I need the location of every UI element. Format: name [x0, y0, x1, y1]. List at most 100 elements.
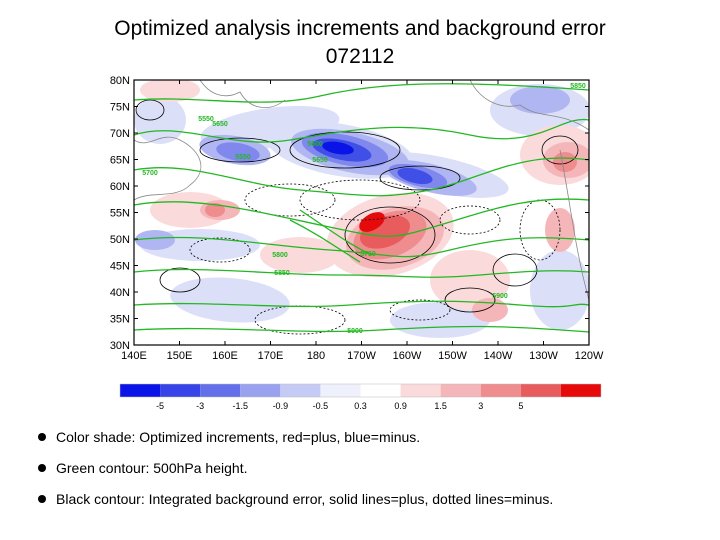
- height-contour-label: 5900: [492, 293, 508, 300]
- height-contour-label: 5900: [347, 328, 363, 335]
- coastline: [199, 80, 286, 108]
- increment-shading: [134, 80, 589, 338]
- error-contour-dotted: [299, 179, 421, 221]
- increment-blob: [322, 141, 354, 155]
- increment-blob: [390, 302, 490, 338]
- height-contour-line: [134, 198, 589, 237]
- colorbar-label: -1.5: [232, 401, 248, 411]
- longitude-labels: 140E 150E 160E 170E 180 170W 160W 150W 140W 130W 1…: [121, 350, 604, 362]
- error-contour-solid: [379, 165, 461, 191]
- coastline: [134, 136, 202, 201]
- colorbar-label: -5: [156, 401, 164, 411]
- colorbar-label: 3: [478, 401, 483, 411]
- error-contour-solid: [444, 287, 496, 313]
- error-contour-solid: [199, 137, 281, 163]
- lat-label: 40N: [110, 287, 130, 299]
- height-contour-line: [134, 325, 589, 333]
- latitude-labels: 80N 75N 70N 65N 60N 55N 50N 45N 40N 35N 30N: [110, 75, 130, 352]
- increment-blob: [216, 142, 260, 162]
- lon-label: 180: [307, 350, 325, 362]
- bullet-black-contour: Black contour: Integrated background err…: [38, 490, 698, 508]
- error-contour-dotted: [389, 299, 451, 321]
- colorbar-label: -3: [196, 401, 204, 411]
- bullet-dot: [38, 433, 46, 441]
- colorbar-labels: -5 -3 -1.5 -0.9 -0.5 0.3 0.9 1.5 3 5: [156, 401, 523, 411]
- lon-label: 160W: [393, 350, 422, 362]
- height-contour-label: 5800: [272, 252, 288, 259]
- colorbar-label: 0.9: [394, 401, 407, 411]
- lat-label: 50N: [110, 234, 130, 246]
- increment-blob: [397, 167, 433, 185]
- lon-label: 140W: [484, 350, 513, 362]
- title-line-2: 072112: [325, 45, 395, 68]
- colorbar-segment: [320, 384, 361, 397]
- error-contour-solid: [135, 99, 165, 121]
- height-contour-label: 5550: [198, 116, 214, 123]
- bullet-text: Green contour: 500hPa height.: [56, 460, 248, 476]
- colorbar-segment: [440, 384, 481, 397]
- increment-blob: [150, 192, 230, 228]
- bullet-text: Color shade: Optimized increments, red=p…: [56, 429, 421, 445]
- colorbar-label: -0.9: [273, 401, 289, 411]
- bullet-dot: [38, 495, 46, 503]
- height-contour-label: 5650: [312, 157, 328, 164]
- height-contour-line: [299, 209, 373, 256]
- bullet-text: Black contour: Integrated background err…: [56, 491, 554, 507]
- height-contour-labels: 5550 5550 5600 5650 5650 5700 5750 5800 5850 5900…: [142, 83, 586, 335]
- error-contour-solid: [541, 135, 579, 165]
- height-contour-label: 5750: [360, 251, 376, 258]
- colorbar-label: -0.5: [313, 401, 329, 411]
- height-contour-line: [289, 219, 361, 263]
- height-contour-label: 5850: [274, 270, 290, 277]
- colorbar-segment: [520, 384, 561, 397]
- lon-label: 170E: [258, 350, 284, 362]
- lat-label: 55N: [110, 208, 130, 220]
- error-contour-dotted: [189, 237, 251, 263]
- lon-label: 150E: [167, 350, 193, 362]
- coastlines: [134, 80, 589, 301]
- colorbar-segment: [120, 384, 161, 397]
- height-contour-line: [134, 268, 589, 278]
- lat-label: 35N: [110, 314, 130, 326]
- colorbar-frame: [119, 383, 602, 398]
- lat-label: 65N: [110, 155, 130, 167]
- bullet-green-contour: Green contour: 500hPa height.: [38, 459, 698, 477]
- height-contour-label: 5850: [570, 83, 586, 90]
- lon-label: 130W: [529, 350, 558, 362]
- increment-blob: [170, 277, 290, 323]
- bullet-color-shade: Color shade: Optimized increments, red=p…: [38, 428, 698, 446]
- height-contour-line: [134, 300, 589, 308]
- increment-blob: [430, 250, 510, 310]
- height-contour-line: [134, 83, 589, 103]
- colorbar-segment: [480, 384, 521, 397]
- increment-blob: [530, 250, 589, 330]
- error-contour-solid: [159, 267, 201, 293]
- error-contour-dotted: [244, 183, 336, 217]
- lat-label: 45N: [110, 261, 130, 273]
- increment-blob: [510, 86, 570, 114]
- colorbar-segment: [560, 384, 601, 397]
- error-contour-solid: [344, 206, 436, 264]
- colorbar-segment: [400, 384, 441, 397]
- colorbar-segment: [360, 384, 401, 397]
- colorbar-label: 0.3: [354, 401, 367, 411]
- height-contour-line: [134, 236, 589, 258]
- coastline: [469, 80, 589, 131]
- colorbar-segment: [280, 384, 321, 397]
- increment-map: 80N 75N 70N 65N 60N 55N 50N 45N 40N 35N 30N 140E 15…: [110, 75, 604, 411]
- lon-label: 160E: [212, 350, 238, 362]
- lat-label: 75N: [110, 102, 130, 114]
- colorbar-segment: [200, 384, 241, 397]
- height-contour-line: [134, 118, 589, 143]
- increment-blob: [359, 212, 385, 232]
- colorbar-segment: [160, 384, 201, 397]
- error-contour-solid: [492, 253, 538, 287]
- lon-label: 120W: [575, 350, 604, 362]
- lat-label: 60N: [110, 181, 130, 193]
- error-contour-dotted: [519, 199, 561, 261]
- increment-blob: [260, 237, 340, 273]
- colorbar-segment: [240, 384, 281, 397]
- lat-label: 80N: [110, 75, 130, 87]
- height-contour-label: 5700: [142, 170, 158, 177]
- axis-ticks: [133, 79, 590, 346]
